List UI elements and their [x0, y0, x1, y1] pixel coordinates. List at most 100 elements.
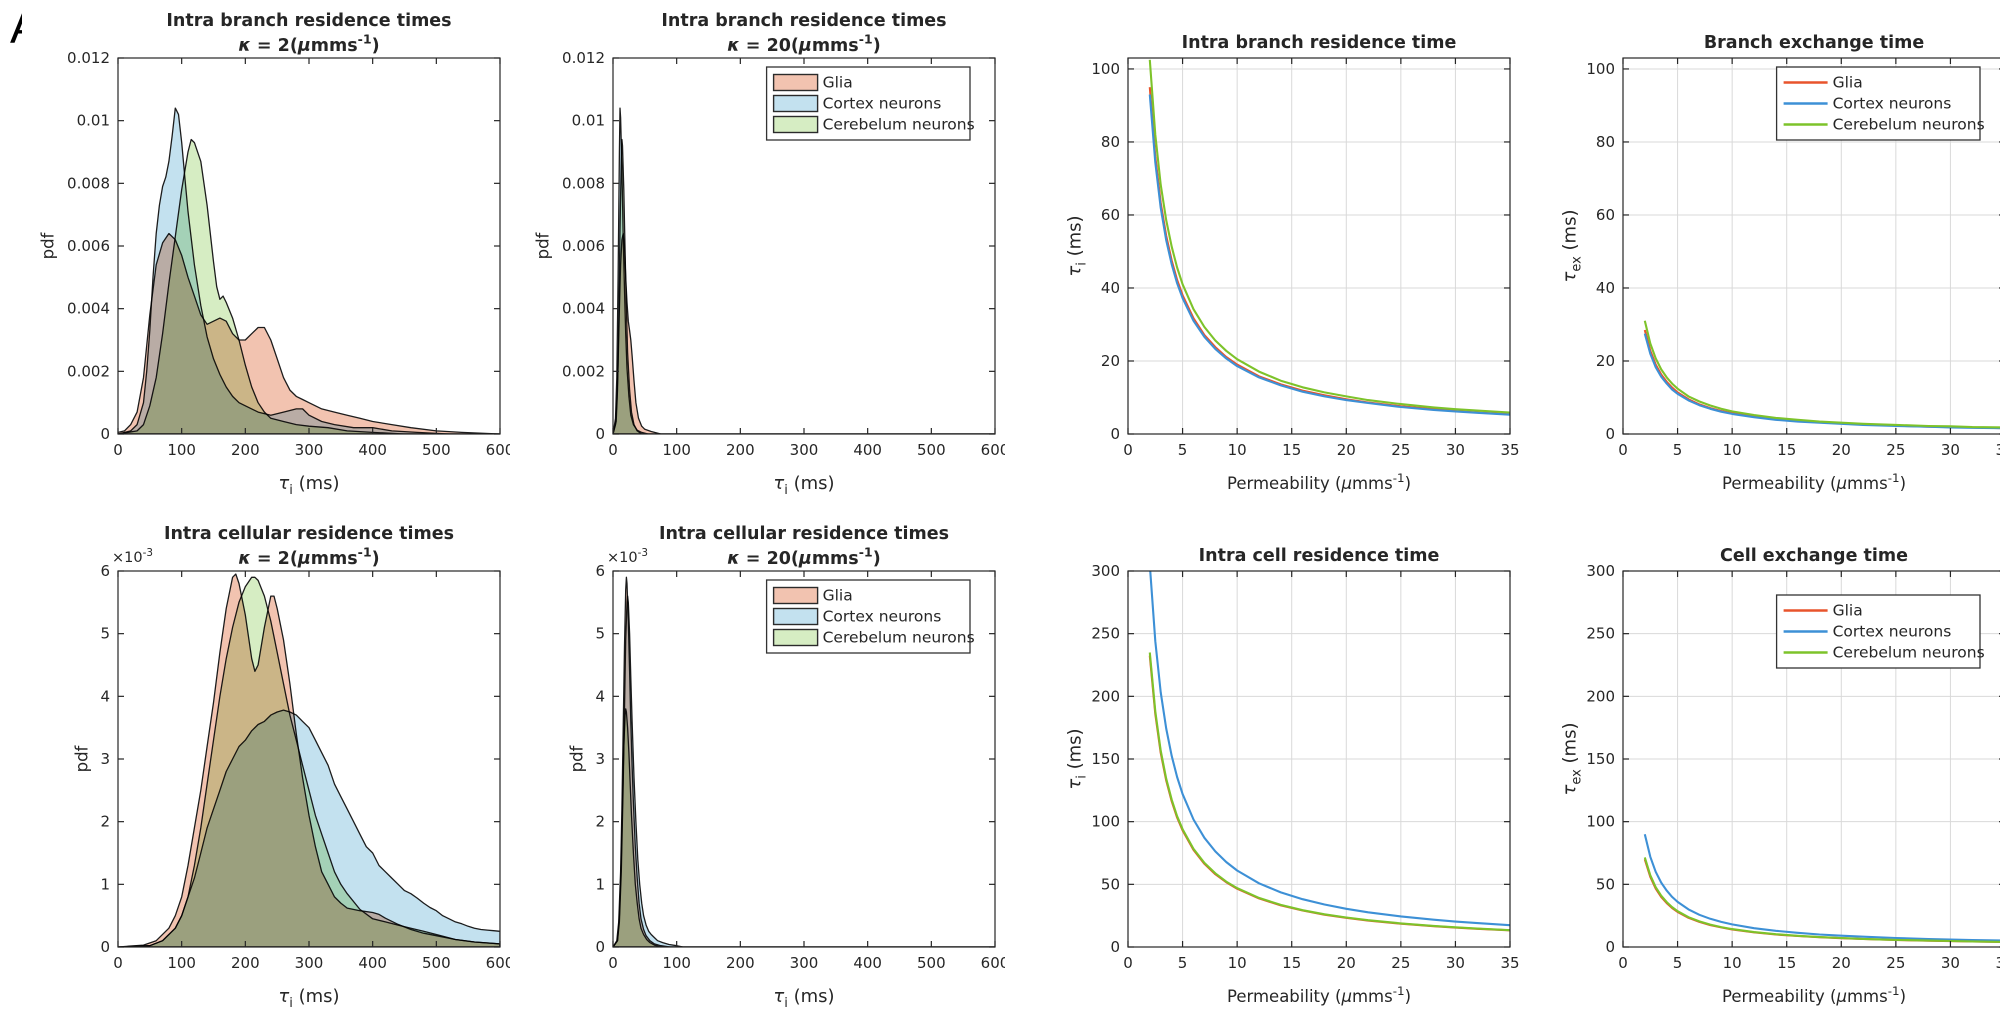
chart-title: Intra branch residence times [661, 11, 946, 31]
x-tick-label: 0 [1123, 954, 1133, 972]
y-tick-label: 3 [100, 750, 110, 768]
x-tick-label: 100 [662, 954, 691, 972]
legend-label: Glia [1833, 74, 1863, 92]
y-tick-label: 0.006 [562, 237, 605, 255]
x-tick-label: 300 [295, 441, 324, 459]
subplot-intra-branch-residence-time: 0 5 10 15 20 25 30 35 0 20 40 60 80 100 Intra branch r… [1032, 4, 1520, 512]
x-tick-label: 300 [790, 441, 819, 459]
x-tick-label: 400 [358, 954, 387, 972]
plot-box [117, 57, 501, 435]
legend-swatch-cortex-neurons [772, 607, 819, 626]
x-tick-label: 300 [790, 954, 819, 972]
y-tick-label: 60 [1596, 206, 1615, 224]
y-axis-label: τex (ms) [1560, 210, 1585, 283]
y-tick-label: 2 [100, 813, 110, 831]
chart-title: Intra branch residence times [166, 11, 451, 31]
x-tick-label: 35 [1500, 954, 1519, 972]
x-tick-label: 25 [1886, 441, 1905, 459]
subplot-background [1527, 517, 2000, 1025]
y-tick-label: 0 [1110, 938, 1120, 956]
x-tick-label: 35 [1500, 441, 1519, 459]
series-line-cortex-neurons [1148, 94, 1510, 416]
x-tick-label: 15 [1282, 441, 1301, 459]
y-tick-label: 250 [1091, 625, 1120, 643]
y-tick-label: 20 [1101, 352, 1120, 370]
x-tick-label: 500 [917, 441, 946, 459]
legend: Glia Cortex neurons Cerebelum neurons [1775, 594, 1985, 669]
y-tick-label: 0 [595, 425, 605, 443]
x-tick-label: 100 [167, 954, 196, 972]
legend-label: Cerebelum neurons [823, 629, 975, 647]
y-tick-label: 0.012 [562, 49, 605, 67]
series-area-cerebelum-neurons [613, 708, 995, 947]
y-tick-label: 100 [1586, 813, 1615, 831]
x-tick-label: 600 [981, 441, 1005, 459]
legend-label: Cortex neurons [823, 608, 942, 626]
series-line-cerebelum-neurons [1148, 652, 1510, 932]
y-tick-label: 150 [1586, 750, 1615, 768]
y-tick-label: 150 [1091, 750, 1120, 768]
y-axis-label: pdf [73, 744, 92, 772]
x-tick-label: 25 [1886, 954, 1905, 972]
legend-label: Cortex neurons [1833, 623, 1952, 641]
series-line-cerebelum-neurons [1643, 857, 2000, 943]
x-tick-label: 0 [1618, 954, 1628, 972]
x-tick-label: 400 [853, 441, 882, 459]
legend-swatch-cerebelum-neurons [772, 115, 819, 134]
x-tick-label: 0 [113, 954, 123, 972]
legend: Glia Cortex neurons Cerebelum neurons [1775, 66, 1985, 141]
subplot-branch-residence-pdf-k20: 0 100 200 300 400 500 600 0 0.002 0.004 0.006 0.008… [517, 4, 1009, 512]
subplot-background [1032, 517, 1520, 1025]
x-axis-label: τi (ms) [773, 473, 834, 498]
x-tick-label: 5 [1178, 954, 1188, 972]
legend: Glia Cortex neurons Cerebelum neurons [765, 66, 975, 141]
y-tick-label: 80 [1101, 133, 1120, 151]
x-tick-label: 35 [1995, 954, 2000, 972]
x-tick-label: 5 [1178, 441, 1188, 459]
chart-subtitle: κ = 20(μmms-1) [727, 32, 880, 56]
x-tick-label: 600 [486, 441, 510, 459]
x-tick-label: 0 [1123, 441, 1133, 459]
x-tick-label: 600 [486, 954, 510, 972]
legend-swatch-glia [772, 73, 819, 92]
y-tick-label: 4 [100, 687, 110, 705]
x-tick-label: 0 [608, 441, 618, 459]
x-tick-label: 20 [1832, 954, 1851, 972]
chart-title: Intra cellular residence times [659, 524, 949, 544]
y-tick-label: 100 [1586, 60, 1615, 78]
grid-lines [1128, 58, 1511, 434]
plot-box [1127, 570, 1511, 948]
x-tick-label: 200 [726, 441, 755, 459]
y-tick-label: 50 [1596, 875, 1615, 893]
legend-label: Cortex neurons [823, 95, 942, 113]
y-tick-label: 200 [1091, 687, 1120, 705]
subplot-cellular-residence-pdf-k20: 0 100 200 300 400 500 600 0 1 2 3 4 5 6 ×10-3 Intra cel… [517, 517, 1009, 1025]
y-tick-label: 300 [1586, 562, 1615, 580]
y-tick-label: 60 [1101, 206, 1120, 224]
area-series-group [118, 58, 500, 434]
x-tick-label: 5 [1673, 441, 1683, 459]
x-tick-label: 20 [1337, 954, 1356, 972]
x-axis-label: τi (ms) [773, 986, 834, 1011]
chart-subtitle: κ = 20(μmms-1) [727, 545, 880, 569]
series-line-cerebelum-neurons [1148, 59, 1510, 414]
y-tick-label: 200 [1586, 687, 1615, 705]
plot-box [1622, 57, 2000, 435]
x-tick-label: 15 [1777, 954, 1796, 972]
y-axis-label: pdf [39, 231, 58, 259]
legend-label: Glia [823, 74, 853, 92]
y-tick-label: 0.01 [572, 112, 605, 130]
subplot-branch-residence-pdf-k2: 0 100 200 300 400 500 600 0 0.002 0.004 0.006 0.008… [22, 4, 514, 512]
x-tick-label: 10 [1723, 441, 1742, 459]
y-tick-label: 0.012 [67, 49, 110, 67]
x-tick-label: 25 [1391, 441, 1410, 459]
legend-label: Cortex neurons [1833, 95, 1952, 113]
x-axis-label: τi (ms) [278, 473, 339, 498]
x-axis-label: Permeability (μmms-1) [1227, 471, 1411, 493]
y-tick-label: 0 [1110, 425, 1120, 443]
x-tick-label: 200 [231, 954, 260, 972]
x-tick-label: 15 [1282, 954, 1301, 972]
y-tick-label: 0.008 [67, 174, 110, 192]
y-tick-label: 0.008 [562, 174, 605, 192]
